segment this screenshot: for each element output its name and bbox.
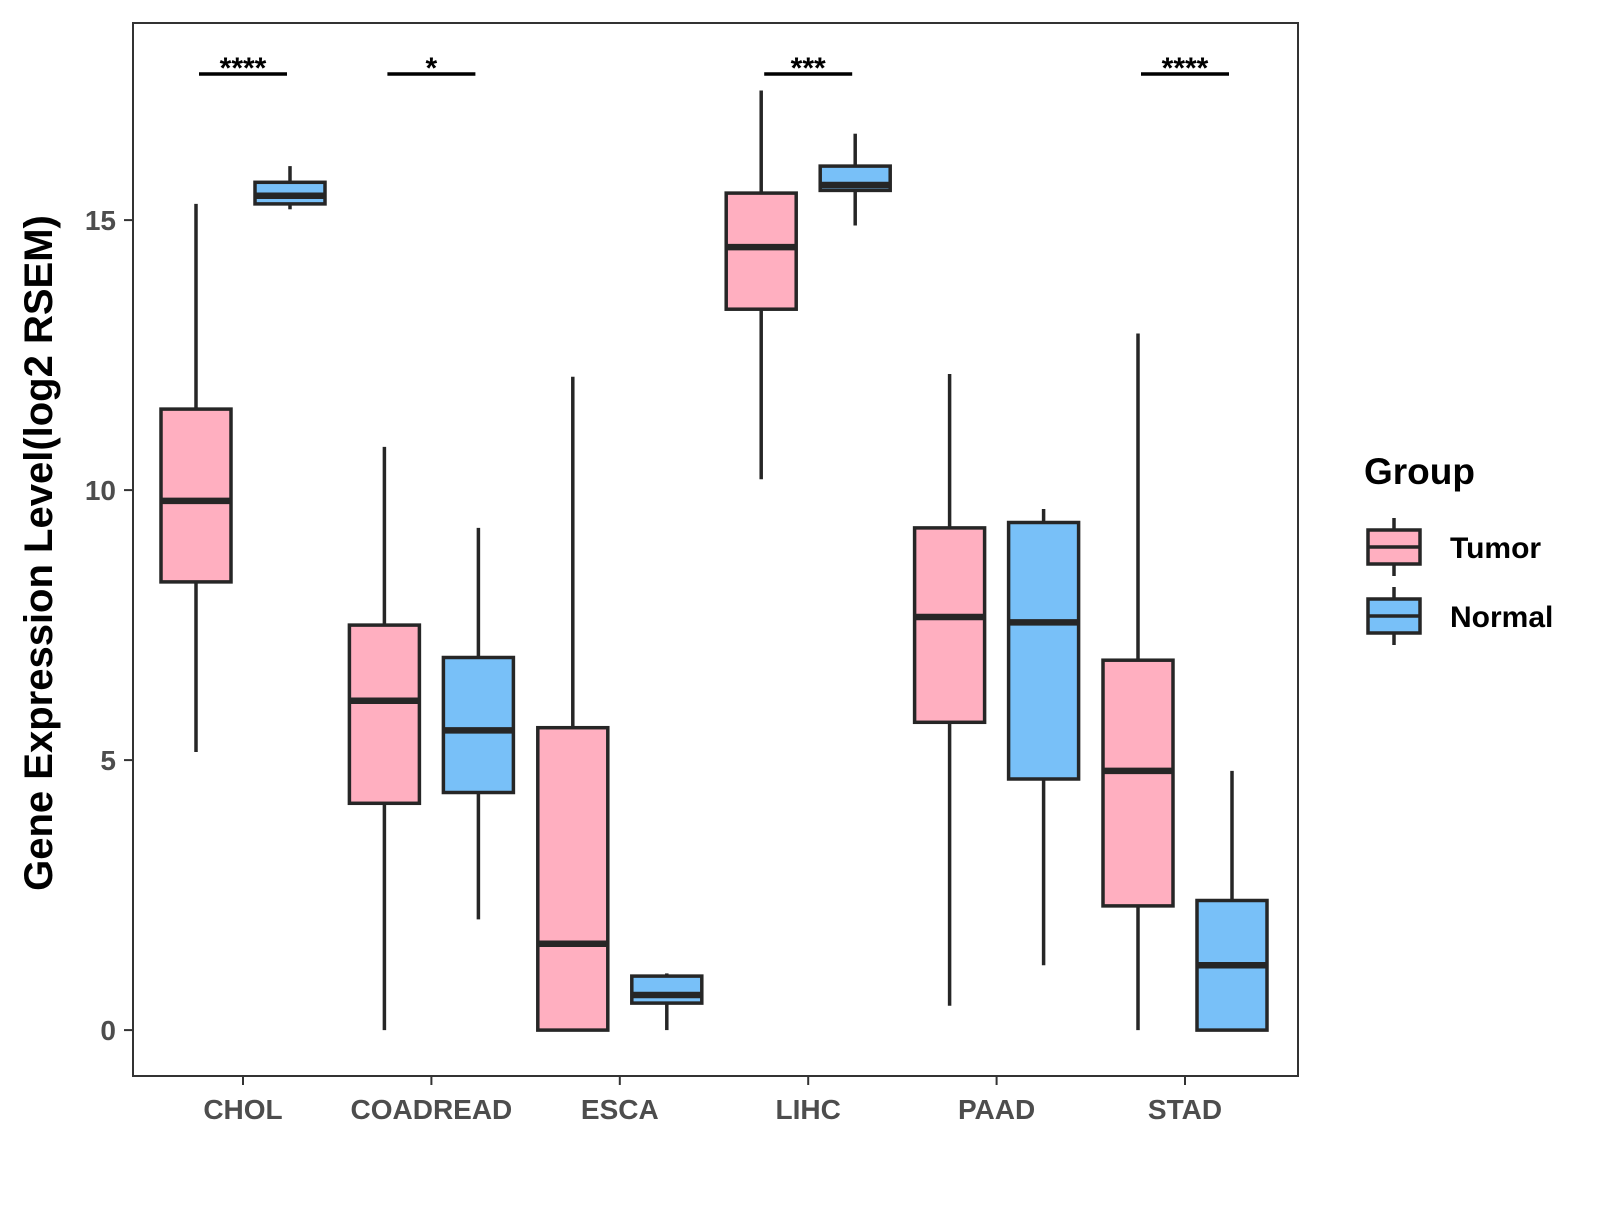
- box-tumor-stad: [1101, 333, 1175, 1031]
- significance-label: *: [426, 52, 438, 85]
- box-body: [536, 725, 610, 1032]
- x-tick-label: PAAD: [958, 1094, 1035, 1125]
- significance-label: ****: [1162, 52, 1209, 85]
- boxplot-marks: [159, 90, 1269, 1032]
- significance-stad: ****: [1141, 52, 1229, 85]
- box-tumor-esca: [536, 376, 610, 1032]
- legend-entry-tumor: Tumor: [1366, 518, 1541, 576]
- legend-label: Tumor: [1450, 532, 1541, 565]
- significance-annotations: **** * *** ****: [199, 52, 1229, 85]
- plot-panel: [132, 22, 1299, 1077]
- box-normal-esca: [630, 973, 704, 1031]
- x-tick-label: COADREAD: [351, 1094, 513, 1125]
- significance-lihc: ***: [764, 52, 853, 85]
- legend-label: Normal: [1450, 601, 1553, 634]
- box-body: [630, 974, 704, 1005]
- box-tumor-lihc: [724, 90, 798, 480]
- box-body: [347, 623, 422, 806]
- x-tick-label: STAD: [1148, 1094, 1222, 1125]
- y-tick-label: 10: [85, 475, 116, 506]
- box-tumor-coadread: [347, 446, 422, 1031]
- box-body: [724, 191, 798, 311]
- significance-label: ***: [791, 52, 826, 85]
- x-tick-label: CHOL: [203, 1094, 282, 1125]
- box-body: [159, 407, 233, 584]
- axes: 0 5 10 15 CHOL COADREAD ESCA LIHC PAAD STAD: [85, 205, 1222, 1125]
- box-body: [441, 655, 516, 795]
- box-tumor-chol: [159, 203, 233, 752]
- box-body: [912, 526, 987, 725]
- y-tick-label: 5: [100, 745, 116, 776]
- significance-coadread: *: [387, 52, 476, 85]
- box-tumor-paad: [912, 374, 987, 1006]
- significance-chol: ****: [199, 52, 287, 85]
- box-body: [1006, 520, 1081, 781]
- legend-entry-normal: Normal: [1366, 587, 1553, 645]
- y-axis-title: Gene Expression Level(log2 RSEM): [17, 215, 61, 891]
- y-tick-label: 0: [100, 1015, 116, 1046]
- box-normal-lihc: [818, 133, 892, 226]
- x-tick-label: LIHC: [776, 1094, 841, 1125]
- box-normal-chol: [253, 166, 327, 210]
- panel-border: [132, 22, 1299, 1077]
- significance-label: ****: [220, 52, 267, 85]
- legend-title: Group: [1364, 451, 1475, 492]
- box-normal-paad: [1006, 509, 1081, 966]
- box-normal-coadread: [441, 527, 516, 920]
- y-tick-label: 15: [85, 205, 116, 236]
- box-normal-stad: [1195, 770, 1269, 1032]
- legend: Group Tumor Normal: [1364, 451, 1553, 645]
- box-body: [1101, 658, 1175, 908]
- x-tick-label: ESCA: [581, 1094, 659, 1125]
